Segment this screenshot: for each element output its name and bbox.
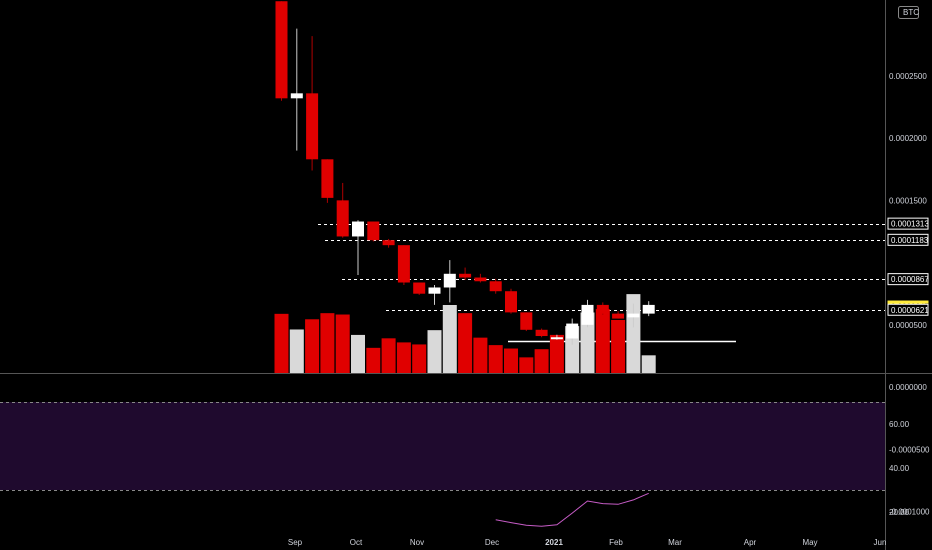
price-label-text: 0.0001183: [891, 236, 929, 245]
volume-bar: [580, 312, 595, 373]
candle-body: [520, 312, 533, 330]
price-tick-label: 0.0002500: [889, 72, 927, 81]
candle-body: [428, 287, 441, 294]
volume-bar: [473, 337, 488, 373]
symbol-badge-box: [898, 6, 919, 19]
x-tick-label: Dec: [485, 538, 499, 547]
volume-bar: [458, 313, 473, 373]
volume-bar: [427, 330, 442, 373]
candle-body: [367, 221, 380, 241]
price-label: 0.0001313: [887, 217, 929, 230]
price-tick-label: -0.0001000: [889, 507, 930, 516]
price-label: 0.0000621: [887, 303, 929, 316]
volume-bar: [274, 313, 289, 373]
candle-body: [397, 245, 410, 283]
price-label-text: 0.0000867: [891, 275, 929, 284]
rsi-line: [495, 492, 649, 527]
price-label: 0.0000867: [887, 273, 929, 286]
price-label-box: [887, 217, 929, 230]
volume-bar: [504, 348, 518, 373]
volume-bar: [595, 309, 610, 373]
volume-bar: [534, 349, 549, 373]
candle-body: [642, 304, 655, 314]
price-tick-label: 0.0000000: [889, 383, 927, 392]
candle-body: [474, 277, 487, 282]
candle-body: [413, 282, 426, 294]
candle-body: [336, 200, 349, 237]
volume-bar: [381, 338, 396, 373]
rsi-tick-label: 20.00: [889, 508, 910, 517]
volume-bar: [289, 329, 304, 373]
rsi-tick-label: 40.00: [889, 464, 910, 473]
candle-body: [306, 93, 319, 160]
candle-body: [489, 281, 502, 292]
volume-bar: [611, 319, 626, 373]
price-tick-label: 0.0002000: [889, 134, 927, 143]
candle-body: [352, 221, 364, 237]
candle-body: [321, 159, 334, 198]
price-panel[interactable]: [274, 1, 886, 373]
x-tick-label: Apr: [744, 538, 757, 547]
candle-body: [550, 337, 563, 340]
volume-bar: [442, 305, 457, 373]
volume-bar: [412, 344, 427, 373]
x-tick-label: 2021: [545, 538, 563, 547]
symbol-badge-text: BTC: [903, 8, 919, 17]
symbol-badge: BTC: [898, 6, 919, 19]
candle-body: [627, 313, 640, 318]
candle-body: [382, 240, 395, 246]
candle-body: [566, 323, 579, 339]
volume-bar: [351, 334, 365, 373]
volume-bar: [320, 313, 335, 373]
candle-body: [275, 1, 288, 99]
candle-body: [596, 304, 609, 314]
price-label-text: 0.0000621: [891, 306, 929, 315]
rsi-tick-label: 60.00: [889, 420, 910, 429]
rsi-band: [0, 402, 885, 490]
candle-body: [459, 273, 472, 278]
price-label: 0.0001183: [887, 233, 929, 246]
volume-bar: [335, 314, 350, 373]
price-tick-label: -0.0000500: [889, 445, 930, 454]
candle-body: [612, 313, 625, 319]
price-label-box: [887, 303, 929, 316]
candle-body: [290, 93, 303, 99]
candle-body: [535, 329, 548, 337]
rsi-panel[interactable]: [0, 402, 885, 527]
x-tick-label: Sep: [288, 538, 303, 547]
x-tick-label: Feb: [609, 538, 623, 547]
volume-bar: [488, 345, 503, 373]
price-label-box: [887, 233, 929, 246]
volume-bar: [305, 319, 320, 373]
volume-bar: [396, 342, 411, 373]
candle-body: [443, 273, 456, 288]
price-tick-label: 0.0001500: [889, 196, 927, 205]
x-tick-label: Nov: [410, 538, 424, 547]
x-tick-label: Mar: [668, 538, 682, 547]
price-label-box: [887, 273, 929, 286]
volume-bar: [366, 347, 381, 373]
x-tick-label: Jun: [874, 538, 887, 547]
x-tick-label: May: [802, 538, 817, 547]
candle-body: [581, 304, 594, 325]
price-label-text: 0.0001313: [891, 220, 929, 229]
x-tick-label: Oct: [350, 538, 363, 547]
price-tick-label: 0.0000500: [889, 321, 927, 330]
volume-bar: [641, 355, 656, 373]
candle-body: [505, 291, 517, 313]
volume-bar: [549, 334, 564, 373]
volume-bar: [519, 357, 534, 373]
